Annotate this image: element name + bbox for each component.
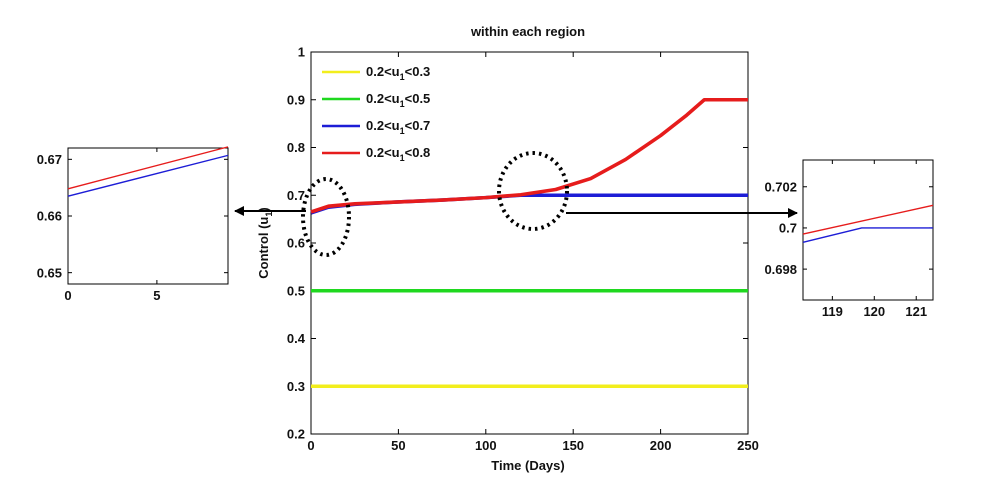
y-tick-label: 0.7: [287, 188, 305, 203]
legend-label-post: <0.3: [405, 64, 431, 79]
y-tick-label: 0.65: [37, 265, 62, 280]
y-tick-label: 0.7: [779, 221, 797, 236]
series-lines: [310, 97, 748, 389]
legend-label-pre: 0.2<u: [366, 64, 400, 79]
zoom-region-left-ellipse: [301, 177, 351, 257]
y-axis-label: Control (u1): [256, 207, 274, 278]
legend-label: 0.2<u1<0.7: [366, 118, 430, 136]
y-tick-label: 0.66: [37, 209, 62, 224]
y-tick-label: 0.4: [287, 331, 306, 346]
legend-label-subscript: 1: [400, 99, 405, 109]
x-tick-label: 120: [863, 304, 885, 319]
inset-right-axis-ticks: 119 120 121 0.698 0.7 0.702: [764, 160, 933, 319]
chart-title: within each region: [470, 24, 585, 39]
legend-label: 0.2<u1<0.3: [366, 64, 430, 82]
inset-left-series-lines: [67, 146, 229, 197]
legend-label-pre: 0.2<u: [366, 118, 400, 133]
y-tick-label: 0.698: [764, 262, 797, 277]
legend-label-post: <0.5: [405, 91, 431, 106]
y-tick-label: 0.3: [287, 379, 305, 394]
series-line-3: [310, 97, 748, 214]
y-tick-label: 0.5: [287, 283, 305, 298]
y-tick-label: 0.8: [287, 140, 305, 155]
x-tick-label: 200: [650, 438, 672, 453]
x-tick-label: 250: [737, 438, 759, 453]
series-line-0: [802, 227, 933, 244]
series-line-1: [802, 204, 934, 235]
y-axis-label-subscript: 1: [264, 212, 274, 217]
x-tick-label: 0: [307, 438, 314, 453]
legend-label: 0.2<u1<0.8: [366, 145, 430, 163]
x-axis-label: Time (Days): [491, 458, 564, 473]
x-tick-label: 50: [391, 438, 405, 453]
inset-right-series-lines: [802, 204, 934, 244]
x-tick-label: 5: [153, 288, 160, 303]
inset-chart-right: 119 120 121 0.698 0.7 0.702: [764, 159, 934, 319]
legend-label-subscript: 1: [400, 126, 405, 136]
axis-ticks: 0 50 100 150 200 250 0.2 0.3 0.4 0.5 0.6 0.7 0.8 0.9 1: [287, 45, 759, 453]
plot-area-frame: [310, 51, 749, 435]
y-tick-label: 0.9: [287, 92, 305, 107]
y-tick-label: 0.702: [764, 179, 797, 194]
series-line-0: [67, 154, 229, 197]
x-tick-label: 121: [905, 304, 927, 319]
legend-label-post: <0.7: [405, 118, 431, 133]
legend-label: 0.2<u1<0.5: [366, 91, 430, 109]
inset-left-frame: [67, 147, 229, 285]
x-tick-label: 150: [562, 438, 584, 453]
y-tick-label: 0.2: [287, 427, 305, 442]
y-tick-label: 0.6: [287, 236, 305, 251]
legend-label-pre: 0.2<u: [366, 145, 400, 160]
legend: 0.2<u1<0.30.2<u1<0.50.2<u1<0.70.2<u1<0.8: [322, 64, 430, 163]
legend-label-pre: 0.2<u: [366, 91, 400, 106]
x-tick-label: 0: [64, 288, 71, 303]
y-tick-label: 1: [298, 45, 305, 60]
y-axis-label-base: Control (u: [256, 217, 271, 279]
inset-chart-left: 0 5 0.65 0.66 0.67: [37, 146, 229, 303]
main-chart: within each region 0 50 100 150 200 250 0.2 0.3…: [256, 24, 759, 473]
x-tick-label: 100: [475, 438, 497, 453]
inset-left-axis-ticks: 0 5 0.65 0.66 0.67: [37, 148, 228, 303]
y-axis-label-tail: ): [256, 207, 271, 211]
x-tick-label: 119: [822, 304, 843, 319]
legend-label-subscript: 1: [400, 72, 405, 82]
y-tick-label: 0.67: [37, 152, 62, 167]
legend-label-subscript: 1: [400, 153, 405, 163]
zoom-region-right-ellipse: [497, 151, 569, 231]
series-line-1: [67, 146, 229, 190]
legend-label-post: <0.8: [405, 145, 431, 160]
